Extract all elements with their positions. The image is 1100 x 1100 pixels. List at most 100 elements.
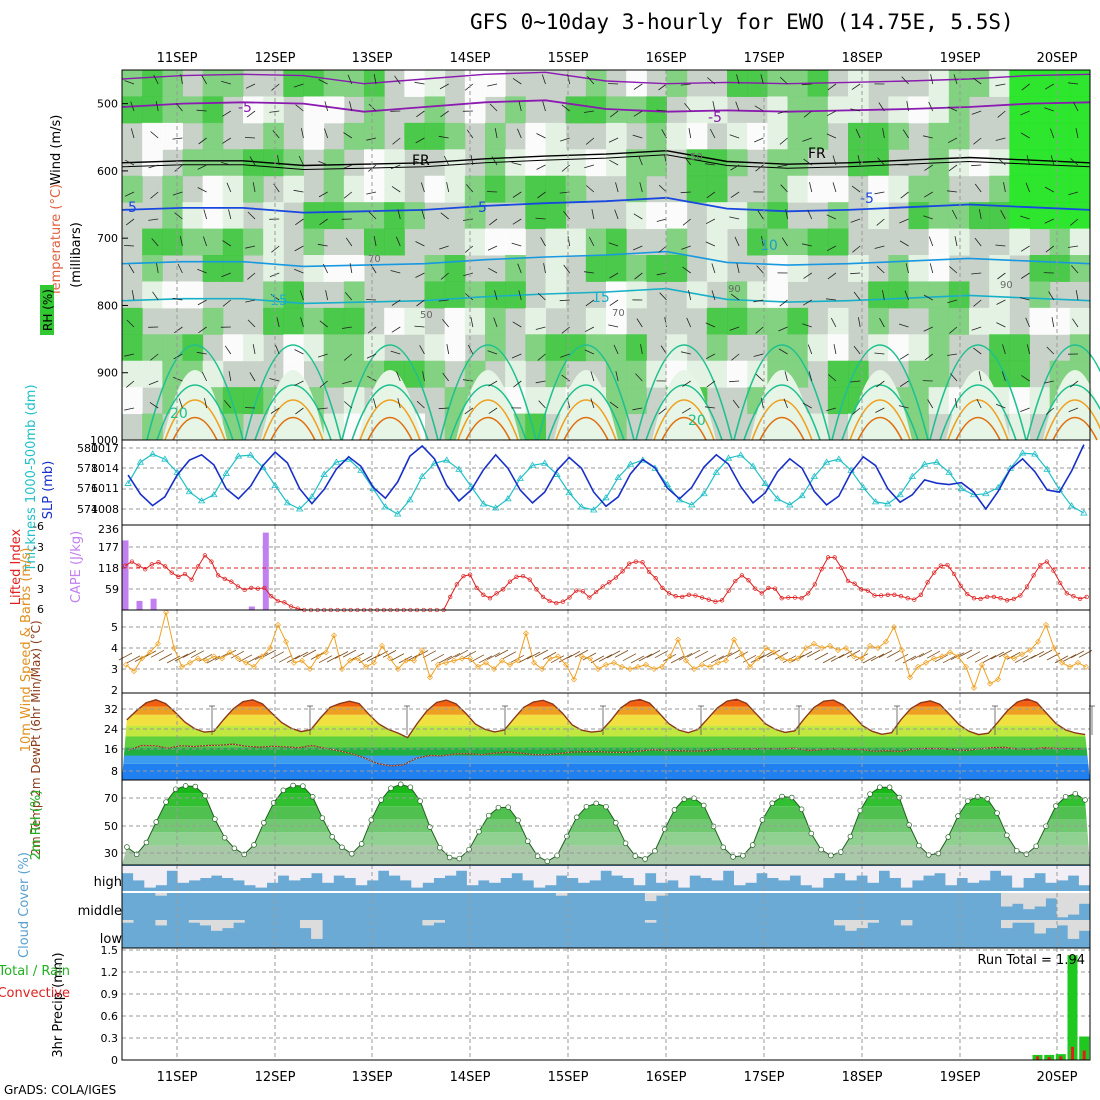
- wind-barb-10m: [958, 649, 973, 658]
- thickness-axis-label: Thickness 1000-500mb (dm): [24, 384, 39, 572]
- rh-cell: [142, 281, 163, 309]
- wind-barb: [222, 137, 232, 144]
- rh-cell: [243, 334, 264, 362]
- cloud-cell-low: [155, 920, 167, 926]
- cloud-cell-high: [956, 866, 968, 878]
- wind-barb: [707, 77, 716, 85]
- rh-cell: [545, 175, 567, 203]
- wind-barb-10m: [854, 653, 869, 662]
- temperature-contour: [635, 344, 733, 441]
- lifted-index-point: [839, 565, 844, 570]
- wind-barb-10m: [1030, 651, 1045, 659]
- cloud-cell-high: [255, 866, 267, 888]
- cloud-cell-low: [1023, 920, 1035, 923]
- rh-cell: [807, 175, 829, 203]
- wind-barb: [125, 218, 135, 226]
- thickness-point: [332, 458, 341, 465]
- wind-speed-point: [1003, 653, 1009, 660]
- rh-point: [485, 812, 492, 819]
- wind-speed-point: [819, 645, 825, 651]
- thickness-point: [1018, 449, 1027, 456]
- rh-cell: [848, 122, 869, 150]
- rh-cell: [142, 122, 163, 150]
- wind-barb: [344, 401, 353, 409]
- wind-speed-point: [531, 659, 537, 666]
- wind-barb: [973, 137, 982, 145]
- thickness-point: [712, 468, 720, 475]
- legend-temperature: Temperature (°C): [49, 184, 64, 297]
- lifted-index-point: [1071, 594, 1076, 599]
- wind-barb-10m: [486, 652, 501, 661]
- rh-cell: [787, 334, 809, 362]
- rh-cell: [787, 228, 809, 256]
- lifted-index-point: [1058, 580, 1063, 586]
- thickness-point: [136, 458, 145, 465]
- precip-total-bar: [1079, 1036, 1090, 1060]
- wind-barb: [927, 399, 934, 409]
- rh-cell: [1009, 202, 1030, 230]
- wind-barb: [540, 237, 546, 247]
- rh-cell: [928, 70, 950, 97]
- thickness-point: [688, 501, 696, 508]
- cloud-cell-high: [122, 866, 134, 874]
- pressure-axis-label: (millibars): [69, 222, 84, 288]
- wind-barb: [252, 344, 256, 355]
- lifted-index-point: [753, 586, 758, 591]
- rh-cell: [1009, 228, 1030, 256]
- cloud-cell-low: [644, 920, 657, 923]
- wind-barb: [899, 380, 909, 387]
- rh-point: [642, 856, 648, 862]
- wind-barb: [905, 263, 909, 274]
- rh-cell: [1029, 70, 1051, 97]
- contour-label: 50: [420, 310, 433, 321]
- rh-cell: [1069, 228, 1091, 256]
- rh-cell: [384, 175, 405, 203]
- rh-point: [309, 794, 316, 800]
- lifted-index-point: [580, 589, 585, 594]
- lifted-index-point: [123, 563, 128, 568]
- rh-cell: [444, 281, 466, 309]
- wind-barb-10m: [974, 654, 989, 663]
- cloud-cell-middle: [1034, 893, 1046, 907]
- lifted-index-point: [1011, 596, 1016, 602]
- wind-barb: [784, 371, 788, 382]
- wind-tick-label: 4: [111, 642, 118, 655]
- wind-speed-point: [859, 655, 865, 662]
- thickness-point: [884, 500, 892, 507]
- rh-cell: [827, 387, 849, 415]
- rh-cell: [404, 70, 425, 97]
- wind-barb: [584, 326, 595, 333]
- cape-bar: [122, 540, 129, 610]
- wind-barb: [465, 293, 474, 301]
- wind-barb-10m: [526, 651, 541, 660]
- rh-cell: [787, 149, 809, 177]
- rh-cell: [404, 202, 425, 230]
- cloud-cell-low: [188, 920, 201, 923]
- wind-barb: [396, 236, 401, 247]
- wind-barb: [613, 344, 619, 355]
- wind-barb-10m: [710, 655, 725, 664]
- wind-barb: [753, 353, 764, 357]
- wind-speed-point: [347, 657, 353, 664]
- lifted-index-point: [633, 559, 638, 564]
- wind-barb: [608, 324, 619, 328]
- wind-speed-point: [507, 661, 513, 668]
- lifted-index-point: [222, 576, 227, 582]
- wind-barb: [636, 318, 643, 328]
- wind-barb-10m: [814, 652, 829, 661]
- wind-speed-point: [723, 657, 729, 664]
- temperature-contour: [449, 384, 527, 441]
- wind-barb: [954, 236, 958, 247]
- wind-speed-point: [155, 640, 161, 647]
- wind-barb-10m: [718, 652, 733, 661]
- wind-barb: [923, 191, 933, 198]
- wind-barb: [1075, 290, 1079, 301]
- rh-cell: [485, 70, 506, 97]
- rh-cell: [162, 360, 183, 388]
- wind-barb: [247, 211, 256, 220]
- cloud-cell-low: [199, 920, 212, 926]
- temperature-band: [122, 763, 1090, 780]
- wind-barb: [929, 263, 934, 274]
- temperature-contour: [465, 416, 511, 441]
- cloud-cell-high: [355, 866, 368, 886]
